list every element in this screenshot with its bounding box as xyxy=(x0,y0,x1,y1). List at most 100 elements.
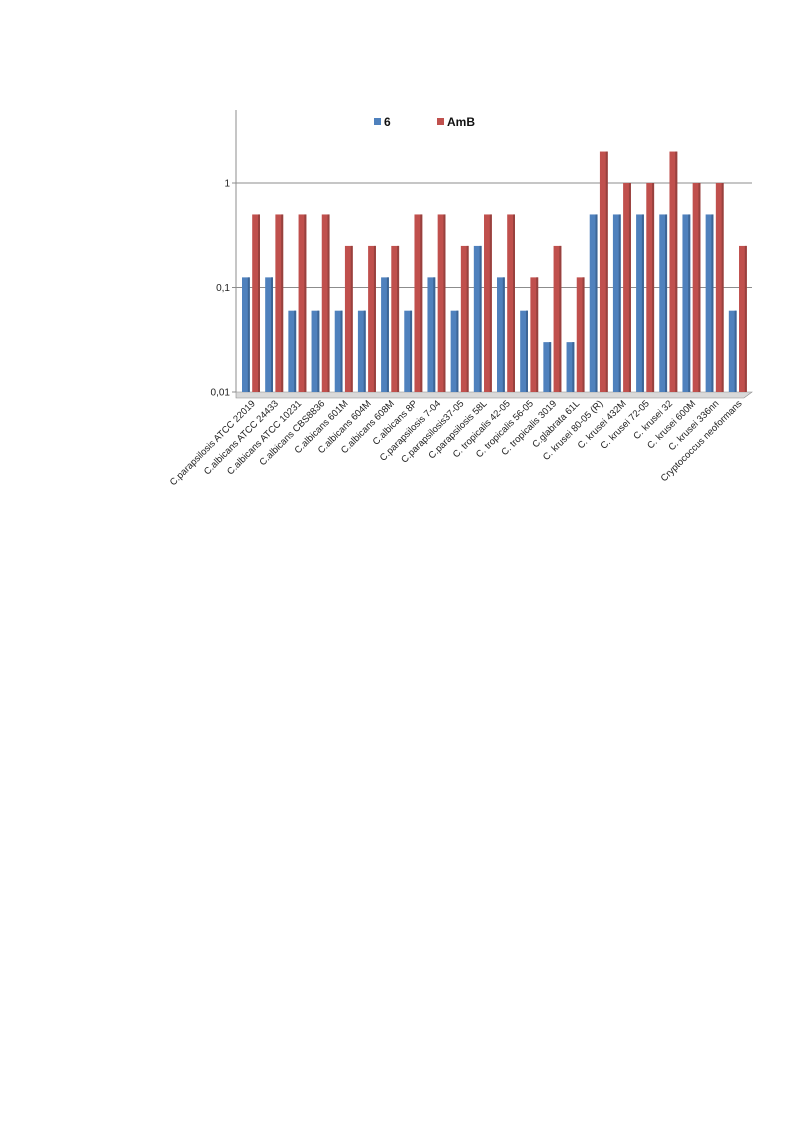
bar-series-1 xyxy=(288,310,297,392)
bar-shade xyxy=(294,310,297,392)
floor-plane xyxy=(235,391,753,399)
bar-shade xyxy=(397,245,400,392)
legend-item-series-2: AmB xyxy=(437,115,475,129)
bar-series-1 xyxy=(311,310,320,392)
bar-series-2 xyxy=(530,277,539,392)
bar-series-2 xyxy=(715,183,724,392)
bar-series-1 xyxy=(659,214,668,392)
bar-series-1 xyxy=(543,342,552,392)
bar-shade xyxy=(698,183,701,392)
bar-shade xyxy=(536,277,539,392)
bar-shade xyxy=(675,151,678,392)
bar-series-1 xyxy=(728,310,737,392)
bar-series-1 xyxy=(612,214,621,392)
bar-series-2 xyxy=(344,245,353,392)
bar-shade xyxy=(443,214,446,392)
bar-shade xyxy=(258,214,260,392)
bar-shade xyxy=(317,310,320,392)
bar-series-1 xyxy=(682,214,691,392)
bar-shade xyxy=(559,245,562,392)
bar-series-1 xyxy=(265,277,273,392)
bar-series-2 xyxy=(368,245,376,392)
bar-shade xyxy=(525,310,528,392)
bar-series-2 xyxy=(252,214,260,392)
bar-shade xyxy=(721,183,724,392)
bar-shade xyxy=(479,245,482,392)
bar-shade xyxy=(281,214,284,392)
bar-series-1 xyxy=(242,277,250,392)
legend-label-series-1: 6 xyxy=(384,115,391,129)
bar-series-2 xyxy=(576,277,585,392)
bar-shade xyxy=(595,214,598,392)
bar-shade xyxy=(513,214,515,392)
bar-shade xyxy=(549,342,552,392)
bar-shade xyxy=(665,214,668,392)
bar-shade xyxy=(420,214,423,392)
bar-series-2 xyxy=(739,245,747,392)
bar-shade xyxy=(270,277,273,392)
bar-shade xyxy=(433,277,436,392)
legend-swatch-series-1 xyxy=(374,118,381,125)
bar-series-2 xyxy=(623,183,631,392)
bar-series-2 xyxy=(437,214,446,392)
bar-series-2 xyxy=(391,245,400,392)
bar-series-1 xyxy=(566,342,575,392)
bar-series-2 xyxy=(484,214,492,392)
bar-series-1 xyxy=(381,277,389,392)
bar-series-2 xyxy=(599,151,608,392)
legend-item-series-1: 6 xyxy=(374,115,391,129)
bar-series-2 xyxy=(692,183,701,392)
bar-shade xyxy=(373,245,376,392)
bar-shade xyxy=(386,277,389,392)
bar-shade xyxy=(247,277,250,392)
bar-shade xyxy=(363,310,366,392)
legend: 6 AmB xyxy=(374,115,475,129)
bar-series-2 xyxy=(321,214,330,392)
x-tick-label: C.parapsilosis ATCC 22019 xyxy=(168,398,258,488)
bar-series-1 xyxy=(705,214,714,392)
bar-shade xyxy=(582,277,585,392)
bar-shade xyxy=(350,245,353,392)
bar-shade xyxy=(466,245,469,392)
bar-shade xyxy=(304,214,307,392)
bar-series-2 xyxy=(414,214,423,392)
bar-series-1 xyxy=(589,214,598,392)
bar-shade xyxy=(456,310,459,392)
bar-shade xyxy=(688,214,691,392)
bar-series-2 xyxy=(646,183,655,392)
bars xyxy=(242,151,747,392)
bar-series-2 xyxy=(669,151,678,392)
bar-shade xyxy=(618,214,621,392)
bar-shade xyxy=(652,183,655,392)
bar-shade xyxy=(605,151,608,392)
chart-area: 0,01 0,1 1 C.parapsilosis ATCC 22019C.albi… xyxy=(168,110,753,488)
legend-swatch-series-2 xyxy=(437,118,444,125)
bar-series-1 xyxy=(357,310,366,392)
bar-series-2 xyxy=(275,214,284,392)
bar-shade xyxy=(711,214,714,392)
bar-shade xyxy=(744,245,747,392)
bar-shade xyxy=(489,214,492,392)
bar-shade xyxy=(502,277,505,392)
bar-series-1 xyxy=(334,310,343,392)
bar-series-2 xyxy=(507,214,515,392)
y-tick-label: 0,01 xyxy=(211,388,231,399)
bar-shade xyxy=(572,342,575,392)
bar-series-2 xyxy=(298,214,307,392)
bar-series-1 xyxy=(404,310,413,392)
bar-series-1 xyxy=(520,310,528,392)
legend-label-series-2: AmB xyxy=(447,115,475,129)
bar-series-1 xyxy=(497,277,505,392)
bar-shade xyxy=(410,310,413,392)
bar-series-2 xyxy=(460,245,469,392)
bar-series-2 xyxy=(553,245,562,392)
bar-series-1 xyxy=(473,245,482,392)
bar-shade xyxy=(340,310,343,392)
bar-shade xyxy=(628,183,631,392)
bar-series-1 xyxy=(636,214,644,392)
bar-shade xyxy=(734,310,737,392)
bar-shade xyxy=(327,214,330,392)
bar-shade xyxy=(641,214,644,392)
